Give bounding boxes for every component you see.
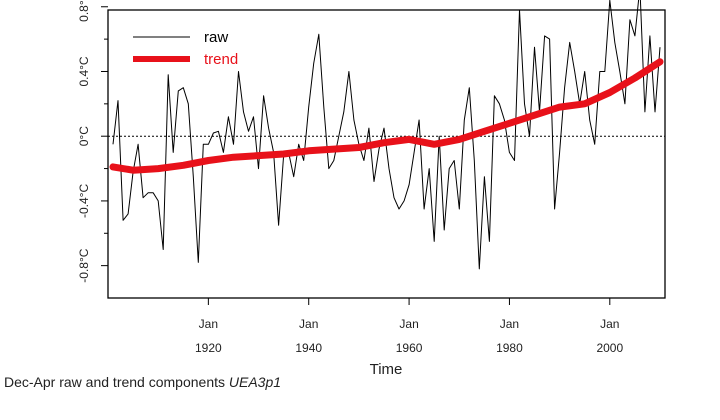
x-tick-month: Jan: [299, 317, 318, 331]
trend-line: [109, 58, 664, 174]
caption-source: UEA3p1: [228, 374, 282, 390]
x-tick-label: 1980: [496, 341, 523, 355]
x-tick-month: Jan: [600, 317, 619, 331]
x-tick-month: Jan: [399, 317, 418, 331]
caption-text: Dec-Apr raw and trend components: [4, 374, 225, 390]
series-raw: [112, 0, 661, 270]
legend-label-raw: raw: [204, 29, 228, 46]
series-trend: [109, 58, 664, 174]
y-tick-label: -0.4°C: [77, 184, 91, 218]
chart-axes: -0.8°C -0.4°C 0°C 0.4°C 0.8°C Jan 1920 Jan 1940 J…: [77, 0, 666, 355]
y-tick-label: 0°C: [77, 126, 91, 146]
x-tick-label: 1920: [195, 341, 222, 355]
x-tick-month: Jan: [500, 317, 519, 331]
y-tick-label: 0.8°C: [77, 0, 91, 22]
x-tick-month: Jan: [199, 317, 218, 331]
chart-caption: Dec-Apr raw and trend components UEA3p1: [4, 374, 281, 390]
x-tick-label: 1960: [396, 341, 423, 355]
x-tick-label: 1940: [295, 341, 322, 355]
raw-line: [112, 0, 661, 270]
y-tick-label: 0.4°C: [77, 56, 91, 86]
plot-frame: [107, 9, 666, 299]
y-tick-label: -0.8°C: [77, 248, 91, 282]
legend-label-trend: trend: [204, 51, 238, 68]
chart-legend: raw trend: [133, 29, 238, 68]
x-axis-title: Time: [370, 361, 403, 378]
x-tick-label: 2000: [596, 341, 623, 355]
